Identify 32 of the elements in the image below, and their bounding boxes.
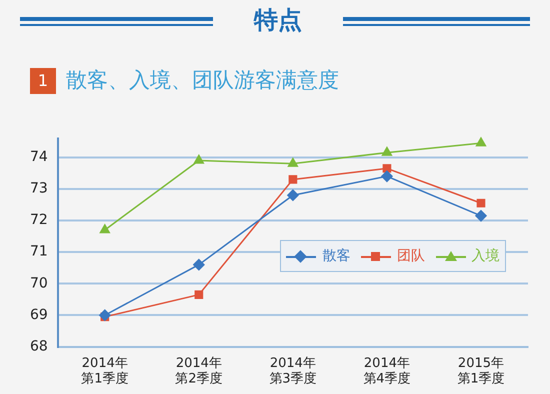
x-tick-label: 2015年第1季度 <box>457 356 505 387</box>
legend-label: 散客 <box>322 247 350 265</box>
point <box>194 154 204 164</box>
x-tick-label: 2014年第3季度 <box>269 356 317 387</box>
legend-label: 入境 <box>472 247 500 265</box>
x-tick-label: 2014年第1季度 <box>81 356 128 387</box>
x-tick-label: 2014年第4季度 <box>363 356 411 387</box>
point <box>382 146 392 156</box>
point <box>476 198 486 208</box>
point <box>287 189 299 201</box>
y-tick-label: 73 <box>30 180 48 197</box>
point <box>381 170 393 182</box>
y-tick-label: 71 <box>30 244 48 260</box>
chart-subtitle: 散客、入境、团队游客满意度 <box>66 67 339 94</box>
legend-label: 团队 <box>396 247 425 265</box>
y-tick-label: 68 <box>30 338 48 354</box>
point <box>288 175 298 184</box>
y-tick-label: 72 <box>30 212 48 228</box>
text: 1 <box>30 68 56 94</box>
chart-title: 特点 <box>252 5 303 36</box>
y-tick-label: 74 <box>30 148 48 165</box>
x-tick-label: 2014年第2季度 <box>175 356 223 387</box>
point <box>476 137 486 146</box>
point <box>100 224 110 234</box>
point <box>382 164 392 173</box>
y-tick-label: 69 <box>30 306 48 323</box>
y-tick-label: 70 <box>30 275 48 292</box>
point <box>194 290 204 299</box>
point <box>475 210 487 222</box>
point <box>99 309 111 321</box>
point <box>288 158 298 167</box>
point <box>193 258 205 270</box>
